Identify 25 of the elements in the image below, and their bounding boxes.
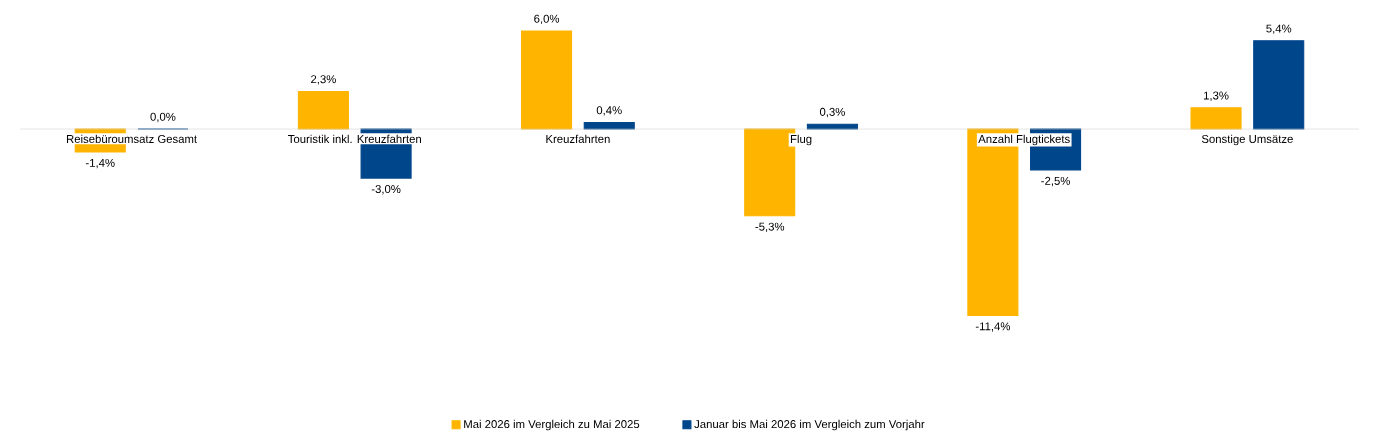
data-label: 5,4% (1266, 24, 1292, 34)
data-label: 1,3% (1203, 91, 1229, 101)
data-label: -11,4% (975, 322, 1011, 332)
data-label: -5,3% (755, 222, 785, 233)
x-tick-label: Touristik inkl. Kreuzfahrten (288, 134, 421, 144)
x-tick-label: Flug (790, 134, 812, 146)
data-label: 6,0% (534, 14, 560, 25)
data-label: 0,3% (819, 107, 845, 118)
bar (1253, 40, 1305, 130)
bar (967, 128, 1019, 317)
legend-label: Januar bis Mai 2026 im Vergleich zum Vorjahr (694, 419, 925, 431)
x-tick-label: Kreuzfahrten (546, 134, 610, 144)
x-tick-label: Anzahl Flugtickets (978, 134, 1070, 146)
legend-label: Mai 2026 im Vergleich zu Mai 2025 (464, 419, 640, 431)
data-label: -2,5% (1041, 176, 1070, 187)
data-label: 0,0% (150, 112, 176, 123)
bar (521, 30, 573, 130)
bar (1190, 107, 1242, 130)
x-tick-label: Reisebüroumsatz Gesamt (66, 134, 198, 144)
x-tick-label: Sonstige Umsätze (1201, 134, 1293, 146)
data-label: 0,4% (596, 106, 622, 116)
data-label: -3,0% (371, 185, 401, 195)
data-label: -1,4% (85, 159, 115, 169)
data-label: 2,3% (311, 75, 336, 85)
bar (297, 91, 349, 130)
